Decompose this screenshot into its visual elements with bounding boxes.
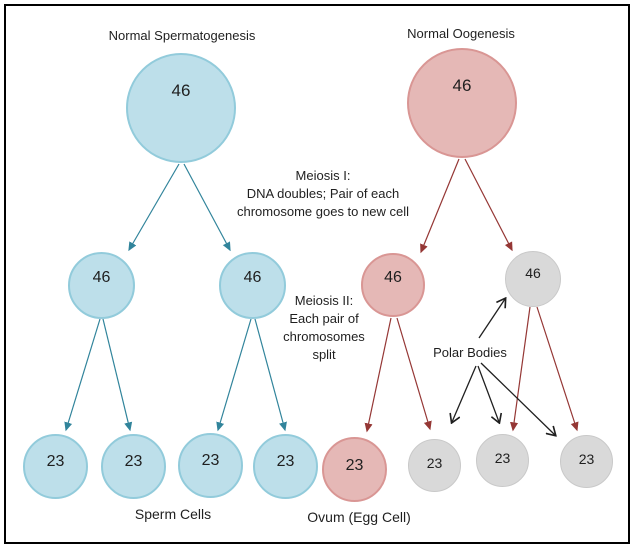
sperm-arrow-mid2-to-leaf3 [216,318,252,432]
egg-arrow-mid2-to-polar3 [536,306,579,432]
sperm-cell-2: 23 [101,434,166,499]
egg-arrow-root-to-mid2 [464,158,513,252]
ovum-cell: 23 [322,437,387,502]
sperm-cell-1: 23 [23,434,88,499]
meiosis2-line-2: Each pair of [289,311,359,326]
sperm-cells-label: Sperm Cells [134,506,212,522]
sperm-root-cell: 46 [126,53,236,163]
polar-body-mid-cell: 46 [505,251,561,307]
polar-body-cell-2: 23 [476,434,529,487]
oogenesis-title: Normal Oogenesis [407,26,515,41]
meiosis2-line-1: Meiosis II: [294,293,354,308]
sperm-arrow-mid1-to-leaf2 [102,318,133,432]
meiosis1-line-3: chromosome goes to new cell [237,204,409,219]
sperm-cell-4: 23 [253,434,318,499]
meiosis2-annotation: Meiosis II: Each pair of chromosomes spl… [254,292,394,364]
polar-body-cell-1: 23 [408,439,461,492]
polar-pointer-to-leaf1 [452,365,477,422]
egg-root-cell: 46 [407,48,517,158]
sperm-arrow-mid1-to-leaf1 [64,318,101,432]
ovum-label: Ovum (Egg Cell) [307,509,411,525]
meiosis2-line-3: chromosomes [283,329,365,344]
meiosis1-annotation: Meiosis I: DNA doubles; Pair of each chr… [223,167,423,221]
egg-arrow-root-to-mid1 [420,158,460,254]
polar-pointer-to-leaf3 [480,362,555,435]
sperm-mid-cell-1: 46 [68,252,135,319]
sperm-arrow-root-to-mid1 [128,163,180,252]
egg-arrow-mid2-to-polar2 [510,306,531,432]
spermatogenesis-title: Normal Spermatogenesis [108,28,256,43]
sperm-mid-cell-2: 46 [219,252,286,319]
polar-bodies-label: Polar Bodies [433,345,507,360]
egg-arrow-mid1-to-polar1 [396,317,432,431]
egg-mid-cell: 46 [361,253,425,317]
sperm-cell-3: 23 [178,433,243,498]
polar-pointer-to-mid-cell [478,299,505,339]
meiosis1-line-1: Meiosis I: [295,168,351,183]
polar-body-cell-3: 23 [560,435,613,488]
polar-pointer-to-leaf2 [477,365,499,422]
meiosis2-line-4: split [312,347,336,362]
meiosis1-line-2: DNA doubles; Pair of each [246,186,400,201]
